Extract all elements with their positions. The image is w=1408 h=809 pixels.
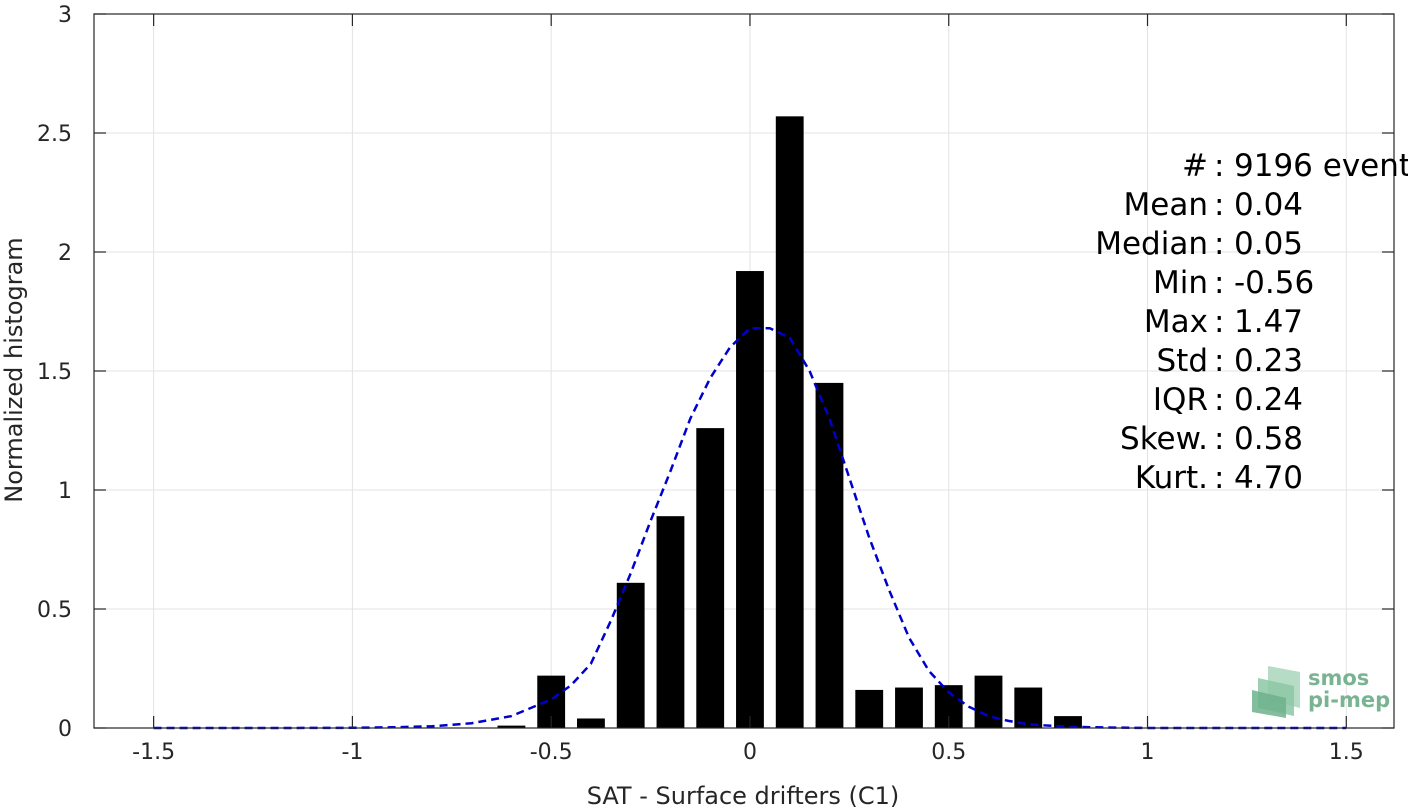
- stat-label: Mean: [1124, 187, 1208, 223]
- histogram-bar: [1054, 716, 1082, 728]
- x-tick-label: -0.5: [530, 740, 573, 765]
- stat-value: -0.56: [1234, 265, 1314, 301]
- histogram-bar: [696, 428, 725, 728]
- x-tick-label: 1: [1141, 740, 1155, 765]
- logo-graphic-icon: [1252, 666, 1300, 718]
- stat-label: Min: [1153, 265, 1208, 301]
- y-tick-label: 1.5: [37, 360, 72, 385]
- histogram-bar: [616, 582, 645, 728]
- y-tick-label: 2.5: [37, 122, 72, 147]
- histogram-bar: [656, 516, 685, 728]
- stat-colon: :: [1214, 187, 1224, 223]
- stat-value: 0.58: [1234, 421, 1303, 457]
- x-tick-labels: -1.5 -1 -0.5 0 0.5 1 1.5: [132, 740, 1364, 765]
- stat-colon: :: [1214, 265, 1224, 301]
- histogram-bar: [855, 689, 884, 728]
- logo-text-line2: pi-mep: [1308, 688, 1390, 712]
- x-tick-label: -1: [341, 740, 363, 765]
- y-tick-label: 0.5: [37, 598, 72, 623]
- stat-value: 0.24: [1234, 382, 1303, 418]
- stat-colon: :: [1214, 304, 1224, 340]
- y-tick-label: 2: [58, 241, 72, 266]
- histogram-bar: [577, 718, 605, 728]
- stat-colon: :: [1214, 382, 1224, 418]
- stat-value: 0.23: [1234, 343, 1303, 379]
- smos-pi-mep-logo: smos pi-mep: [1252, 666, 1390, 718]
- stat-label: Std: [1156, 343, 1208, 379]
- stat-value: 0.05: [1234, 226, 1303, 262]
- stat-label: Max: [1144, 304, 1208, 340]
- y-tick-label: 1: [58, 479, 72, 504]
- stat-colon: :: [1214, 421, 1224, 457]
- x-tick-label: 1.5: [1329, 740, 1364, 765]
- stat-label: Median: [1095, 226, 1208, 262]
- x-tick-label: 0.5: [931, 740, 966, 765]
- histogram-bar: [895, 687, 923, 728]
- x-tick-label: 0: [743, 740, 757, 765]
- stat-colon: :: [1214, 148, 1224, 184]
- y-tick-label: 0: [58, 717, 72, 742]
- stat-label: IQR: [1153, 382, 1208, 418]
- histogram-bar: [815, 382, 844, 728]
- logo-text-line1: smos: [1308, 666, 1369, 690]
- stat-colon: :: [1214, 226, 1224, 262]
- histogram-bar: [1014, 687, 1043, 728]
- stat-label: Skew.: [1120, 421, 1208, 457]
- stat-value: 1.47: [1234, 304, 1303, 340]
- stat-colon: :: [1214, 343, 1224, 379]
- x-axis-label: SAT - Surface drifters (C1): [587, 782, 900, 809]
- gaussian-fit-curve: [153, 326, 1347, 730]
- histogram-bar: [736, 271, 764, 728]
- axis-ticks: [94, 13, 1394, 729]
- stat-label: Kurt.: [1135, 460, 1208, 496]
- stat-value: 0.04: [1234, 187, 1303, 223]
- stat-value: 9196 events: [1234, 148, 1408, 184]
- histogram-bar: [775, 116, 804, 729]
- y-axis-label: Normalized histogram: [0, 237, 28, 502]
- histogram-bars: [497, 116, 1082, 729]
- stat-label: #: [1182, 148, 1208, 184]
- stat-colon: :: [1214, 460, 1224, 496]
- stat-value: 4.70: [1234, 460, 1303, 496]
- y-tick-label: 3: [58, 3, 72, 28]
- x-tick-label: -1.5: [132, 740, 175, 765]
- histogram-bar: [974, 675, 1003, 728]
- y-tick-labels: 0 0.5 1 1.5 2 2.5 3: [37, 3, 72, 742]
- histogram-bar: [497, 725, 526, 728]
